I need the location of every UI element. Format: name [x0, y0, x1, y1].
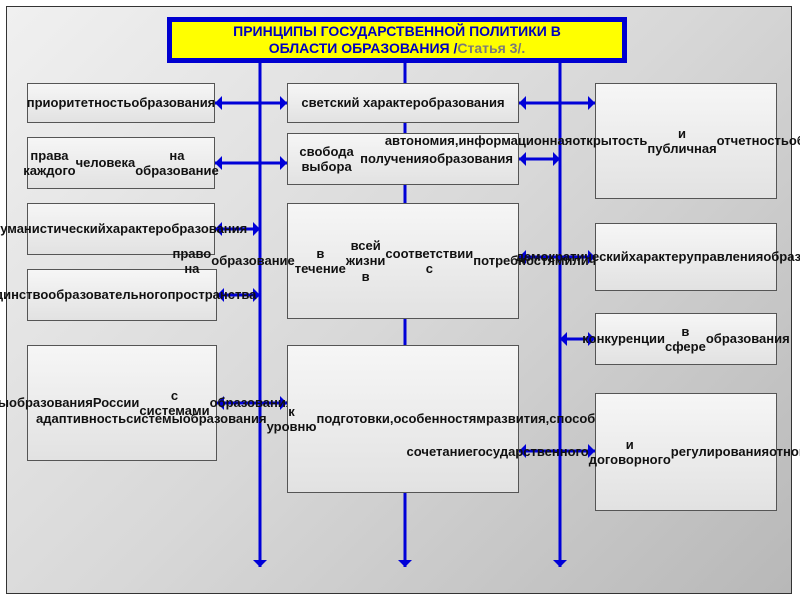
node-r4: сочетаниегосударственногои договорногоре… — [595, 393, 777, 511]
node-l4: единствообразовательногопространства — [27, 269, 217, 321]
node-c3: право наобразованиев течениевсей жизни в… — [287, 203, 519, 319]
node-l2: права каждогочеловекана образование — [27, 137, 215, 189]
node-r2: демократическийхарактеруправленияобразов… — [595, 223, 777, 291]
title-box: ПРИНЦИПЫ ГОСУДАРСТВЕННОЙ ПОЛИТИКИ В ОБЛА… — [167, 17, 627, 63]
node-r3: конкуренциив сфереобразования — [595, 313, 777, 365]
title-line2: ОБЛАСТИ ОБРАЗОВАНИЯ /Статья 3/. — [178, 40, 616, 58]
node-l5: интеграциисистемыобразованияРоссиис сист… — [27, 345, 217, 461]
node-c4: адаптивностьсистемыобразованияк уровнюпо… — [287, 345, 519, 493]
title-line1: ПРИНЦИПЫ ГОСУДАРСТВЕННОЙ ПОЛИТИКИ В — [178, 23, 616, 41]
node-l1: приоритетностьобразования — [27, 83, 215, 123]
node-r1: автономия,информационнаяоткрытостьи публ… — [595, 83, 777, 199]
node-c1: светский характеробразования — [287, 83, 519, 123]
diagram-canvas: ПРИНЦИПЫ ГОСУДАРСТВЕННОЙ ПОЛИТИКИ В ОБЛА… — [6, 6, 792, 594]
